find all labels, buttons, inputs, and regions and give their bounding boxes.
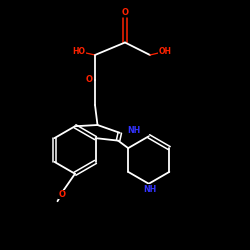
Text: O: O xyxy=(58,190,65,199)
Text: O: O xyxy=(122,8,128,17)
Text: OH: OH xyxy=(158,47,172,56)
Text: NH: NH xyxy=(127,126,140,135)
Text: HO: HO xyxy=(72,47,85,56)
Text: O: O xyxy=(85,76,92,84)
Text: NH: NH xyxy=(144,185,156,194)
